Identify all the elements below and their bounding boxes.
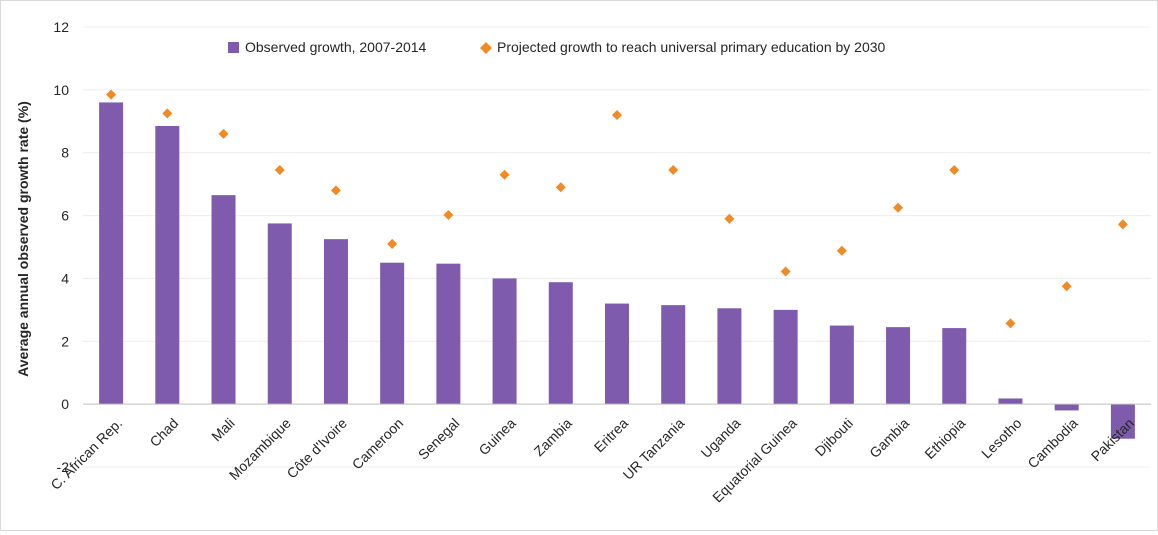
bar-observed [155,126,180,405]
x-category-label: Eritrea [591,415,632,456]
legend-swatch-observed [228,42,239,53]
marker-projected [949,165,960,175]
marker-projected [274,165,285,175]
y-tick-label: 4 [61,270,69,286]
y-tick-label: 0 [61,396,69,412]
x-category-label: C. African Rep. [47,415,125,493]
bar-observed [436,263,461,405]
x-category-label: Uganda [698,415,744,461]
bar-observed [942,328,967,405]
y-axis: -2 0 2 4 6 8 10 12 [53,19,69,475]
marker-projected [1005,318,1016,329]
bar-observed [998,398,1023,405]
bar-observed [661,305,686,405]
bar-observed [605,303,629,405]
x-category-label: Senegal [415,415,463,463]
x-category-label: Lesotho [978,415,1025,462]
x-category-label: Côte d'Ivoire [283,415,350,482]
x-category-label: Guinea [475,415,518,458]
y-tick-label: -2 [57,459,70,475]
legend: Observed growth, 2007-2014 Projected gro… [228,39,886,55]
bar-observed [548,282,573,405]
marker-projected [668,165,679,175]
observed-bars [99,102,1135,439]
bar-observed [773,309,798,405]
marker-projected [612,110,622,120]
marker-projected [1061,281,1072,292]
x-category-label: Gambia [866,415,912,461]
bar-observed [99,102,124,405]
x-category-label: Djibouti [812,415,856,459]
x-category-label: Zambia [531,415,575,459]
y-tick-label: 12 [53,19,69,35]
bar-observed [1054,404,1079,411]
y-tick-label: 6 [61,208,69,224]
marker-projected [443,209,454,220]
y-axis-title: Average annual observed growth rate (%) [15,101,31,377]
marker-projected [893,202,904,213]
marker-projected [780,266,791,277]
legend-label-projected: Projected growth to reach universal prim… [497,39,886,55]
marker-projected [555,182,566,193]
bar-observed [829,325,854,405]
marker-projected [836,245,847,256]
bar-observed [886,327,911,405]
bar-observed [323,239,348,405]
y-tick-label: 2 [61,333,69,349]
marker-projected [330,185,341,196]
marker-projected [218,128,229,139]
marker-projected [387,238,398,249]
gridlines [83,26,1151,468]
x-category-label: Ethiopia [921,415,968,462]
x-category-label: Cambodia [1024,415,1081,472]
marker-projected [499,169,510,180]
bar-observed [717,308,742,405]
marker-projected [106,89,117,100]
projected-markers [106,89,1128,329]
bar-observed [267,223,292,405]
marker-projected [1117,219,1128,230]
x-category-label: Chad [146,415,181,450]
marker-projected [162,108,173,119]
x-category-label: Cameroon [349,415,407,473]
y-tick-label: 10 [53,82,69,98]
bar-observed [211,195,236,405]
bar-observed [492,278,517,405]
x-category-label: Mali [208,415,237,444]
legend-swatch-projected [480,42,492,54]
marker-projected [724,213,735,224]
bar-observed [380,262,405,405]
y-tick-label: 8 [61,145,69,161]
bar-observed [1110,404,1135,439]
legend-label-observed: Observed growth, 2007-2014 [245,39,427,55]
